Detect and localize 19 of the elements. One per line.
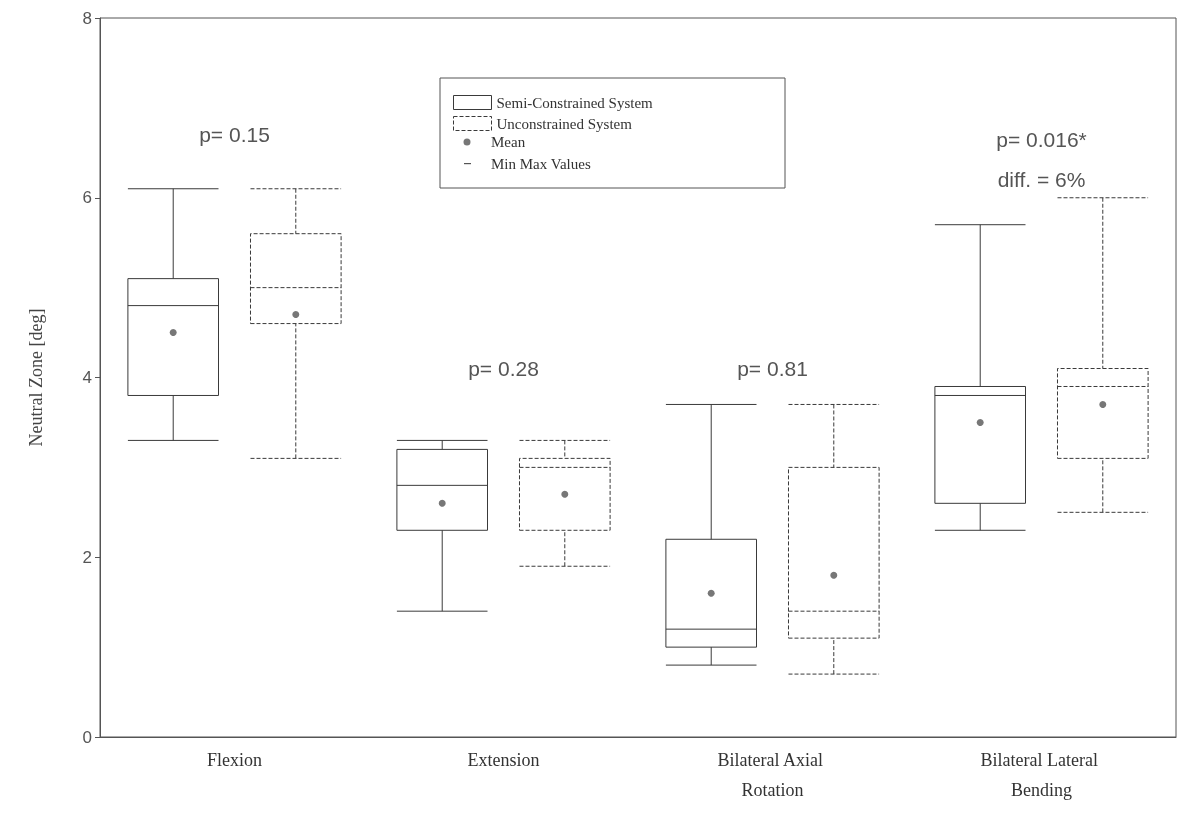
- annotation: p= 0.15: [199, 123, 270, 147]
- y-tick-label: 6: [82, 188, 92, 208]
- annotation: p= 0.28: [468, 357, 539, 381]
- x-tick-label: Bilateral Axial Rotation: [717, 750, 828, 800]
- x-tick-label: Bilateral Lateral Bending: [980, 750, 1103, 800]
- annotation: Min Max Values: [491, 156, 591, 172]
- x-tick-label: Extension: [467, 750, 540, 770]
- annotation: Mean: [491, 134, 526, 150]
- y-tick-label: 2: [82, 547, 92, 567]
- y-tick-label: 0: [82, 727, 92, 747]
- y-tick-label: 4: [82, 368, 92, 387]
- annotation: p= 0.81: [737, 357, 808, 381]
- legend-label: Unconstrained System: [496, 115, 633, 132]
- y-axis-title: Neutral Zone [deg]: [26, 308, 46, 447]
- x-tick-label: Flexion: [206, 750, 263, 770]
- y-tick-label: 8: [82, 8, 92, 28]
- annotation: diff. = 6%: [997, 168, 1086, 192]
- legend-label: Semi-Constrained System: [496, 94, 654, 111]
- annotation: p= 0.016*: [996, 127, 1087, 151]
